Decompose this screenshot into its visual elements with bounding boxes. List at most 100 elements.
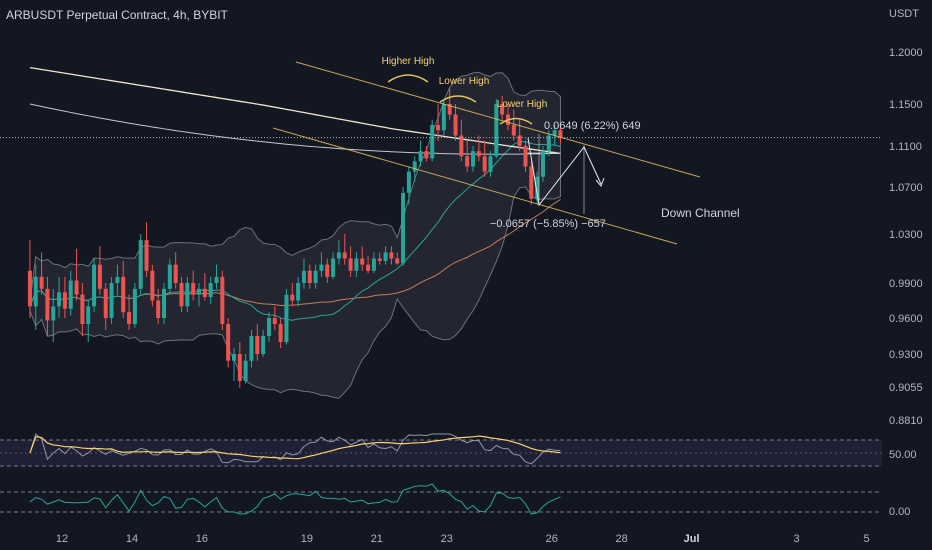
candle-body [68,280,73,309]
candle-body [156,300,161,318]
candle-body [558,130,563,138]
candle-body [167,264,172,289]
arc-higher-high [387,74,429,83]
candle-body [377,258,382,261]
candle-body [424,151,429,159]
candle-body [325,264,330,277]
price-axis: 1.2000 1.1500 1.1100 1.0700 1.0300 0.9900 0.96… [889,47,923,427]
candle-body [261,336,266,354]
candle-body [92,264,97,307]
candle-body [191,283,196,295]
candle-body [115,276,120,283]
osc-line [29,483,561,515]
price-tick-label: 0.9900 [889,278,923,290]
label-measure-down: −0.0657 (−5.85%) −657 [490,218,606,230]
time-tick-label: 14 [126,533,138,545]
candle-body [144,240,149,271]
candle-body [138,240,143,289]
candle-body [51,306,56,321]
candle-body [436,125,441,131]
channel-upper-line [295,61,701,178]
time-tick-label: Jul [684,533,700,545]
projection-path [527,137,602,207]
label-higher-high: Higher High [382,56,435,67]
candle-body [383,252,388,261]
channel-lower-line [272,127,678,245]
candle-body [132,288,137,324]
candle-body [552,130,557,136]
candle-body [331,258,336,277]
candle-body [202,288,207,297]
price-tick-label: 1.0300 [889,229,923,241]
candle-body [231,354,236,361]
currency-label: USDT [889,8,919,20]
candle-body [511,125,516,136]
projection-arrowhead [595,177,605,187]
label-down-channel: Down Channel [661,206,740,220]
rsi-level-label: 50.00 [889,449,917,461]
candle-body [74,280,79,295]
candle-body [476,151,481,157]
candle-body [57,292,62,307]
candle-body [540,151,545,177]
candle-body [103,288,108,318]
candle-body [360,258,365,265]
candle-body [482,156,487,172]
arc-lower-high-2 [499,117,533,125]
ma-slow-line [29,66,561,155]
candle-body [488,156,493,172]
candle-body [307,270,312,283]
candle-body [249,336,254,361]
candle-body [371,258,376,271]
candle-body [500,104,505,115]
candle-body [313,270,318,283]
candle-body [395,258,400,264]
candle-body [290,294,295,301]
candle-body [406,171,411,193]
time-tick-label: 3 [794,533,800,545]
candle-body [301,270,306,283]
price-tick-label: 0.8810 [889,415,923,427]
candle-body [214,276,219,283]
time-tick-label: 28 [616,533,628,545]
candle-body [237,354,242,381]
candle-body [121,276,126,313]
price-tick-label: 1.1500 [889,99,923,111]
price-tick-label: 0.9055 [889,382,923,394]
candle-body [366,264,371,271]
down-channel [272,61,701,245]
time-tick-label: 19 [301,533,313,545]
candle-body [97,264,102,289]
candle-body [546,135,551,152]
candle-body [80,294,85,324]
time-tick-label: 12 [56,533,68,545]
candle-body [342,252,347,259]
candle-body [389,252,394,259]
candle-body [412,161,417,172]
candle-body [459,135,464,157]
rsi-ma-line [29,435,561,460]
candle-body [401,192,406,264]
candle-body [430,125,435,159]
candle-body [127,312,132,324]
candle-body [296,283,301,301]
time-tick-label: 16 [196,533,208,545]
candle-body [336,252,341,259]
candle-body [185,283,190,307]
chart-title: ARBUSDT Perpetual Contract, 4h, BYBIT [6,8,229,22]
candle-body [284,294,289,342]
time-tick-label: 23 [441,533,453,545]
candle-body [197,288,202,295]
candle-body [173,264,178,283]
candle-body [62,292,67,309]
candle-body [27,270,32,307]
time-tick-label: 26 [546,533,558,545]
price-tick-label: 1.0700 [889,182,923,194]
candle-body [45,288,50,321]
indicator-panes: 50.00 0.00 [0,433,917,518]
candle-body [529,166,534,199]
price-tick-label: 1.1100 [889,141,922,153]
